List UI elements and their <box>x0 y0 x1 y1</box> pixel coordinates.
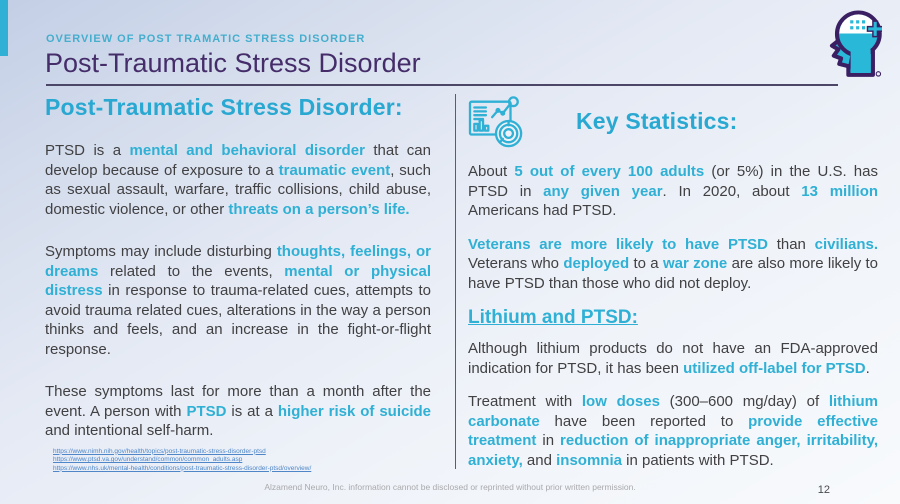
statistics-chart-icon <box>468 94 526 148</box>
duration-paragraph: These symptoms last for more than a mont… <box>45 383 432 439</box>
page-number: 12 <box>817 484 830 496</box>
prevalence-paragraph: About 5 out of every 100 adults (or 5%) … <box>468 163 879 219</box>
head-brain-plus-icon <box>822 6 884 80</box>
list-item: https://www.nhs.uk/mental-health/conditi… <box>53 465 431 474</box>
left-heading: Post-Traumatic Stress Disorder: <box>45 94 403 120</box>
list-item: https://www.nimh.nih.gov/health/topics/p… <box>53 448 431 457</box>
source-links: https://www.nimh.nih.gov/health/topics/p… <box>45 448 431 474</box>
key-statistics-header: Key Statistics: <box>468 94 878 148</box>
symptoms-paragraph: Symptoms may include disturbing thoughts… <box>45 243 431 358</box>
lithium-subheading: Lithium and PTSD: <box>468 307 638 328</box>
right-column: Key Statistics: About 5 out of every 100… <box>468 94 878 484</box>
left-column: Post-Traumatic Stress Disorder: PTSD is … <box>45 94 431 473</box>
title-rule <box>46 84 838 86</box>
offlabel-paragraph: Although lithium products do not have an… <box>468 340 878 377</box>
page-title: Post-Traumatic Stress Disorder <box>45 48 421 78</box>
footer-disclaimer: Alzamend Neuro, Inc. information cannot … <box>264 482 636 492</box>
veterans-paragraph: Veterans are more likely to have PTSD th… <box>468 235 879 292</box>
ptsd-definition-paragraph: PTSD is a mental and behavioral disorder… <box>45 142 431 218</box>
list-item: https://www.ptsd.va.gov/understand/commo… <box>53 456 431 465</box>
column-divider <box>455 94 456 469</box>
corner-accent-stripe <box>0 0 8 56</box>
source-link-va[interactable]: https://www.ptsd.va.gov/understand/commo… <box>53 456 243 463</box>
treatment-paragraph: Treatment with low doses (300–600 mg/day… <box>468 393 878 469</box>
eyebrow: OVERVIEW OF POST TRAMATIC STRESS DISORDE… <box>46 33 366 45</box>
source-link-nimh[interactable]: https://www.nimh.nih.gov/health/topics/p… <box>53 447 266 455</box>
key-statistics-heading: Key Statistics: <box>576 107 738 134</box>
source-link-nhs[interactable]: https://www.nhs.uk/mental-health/conditi… <box>53 464 312 472</box>
